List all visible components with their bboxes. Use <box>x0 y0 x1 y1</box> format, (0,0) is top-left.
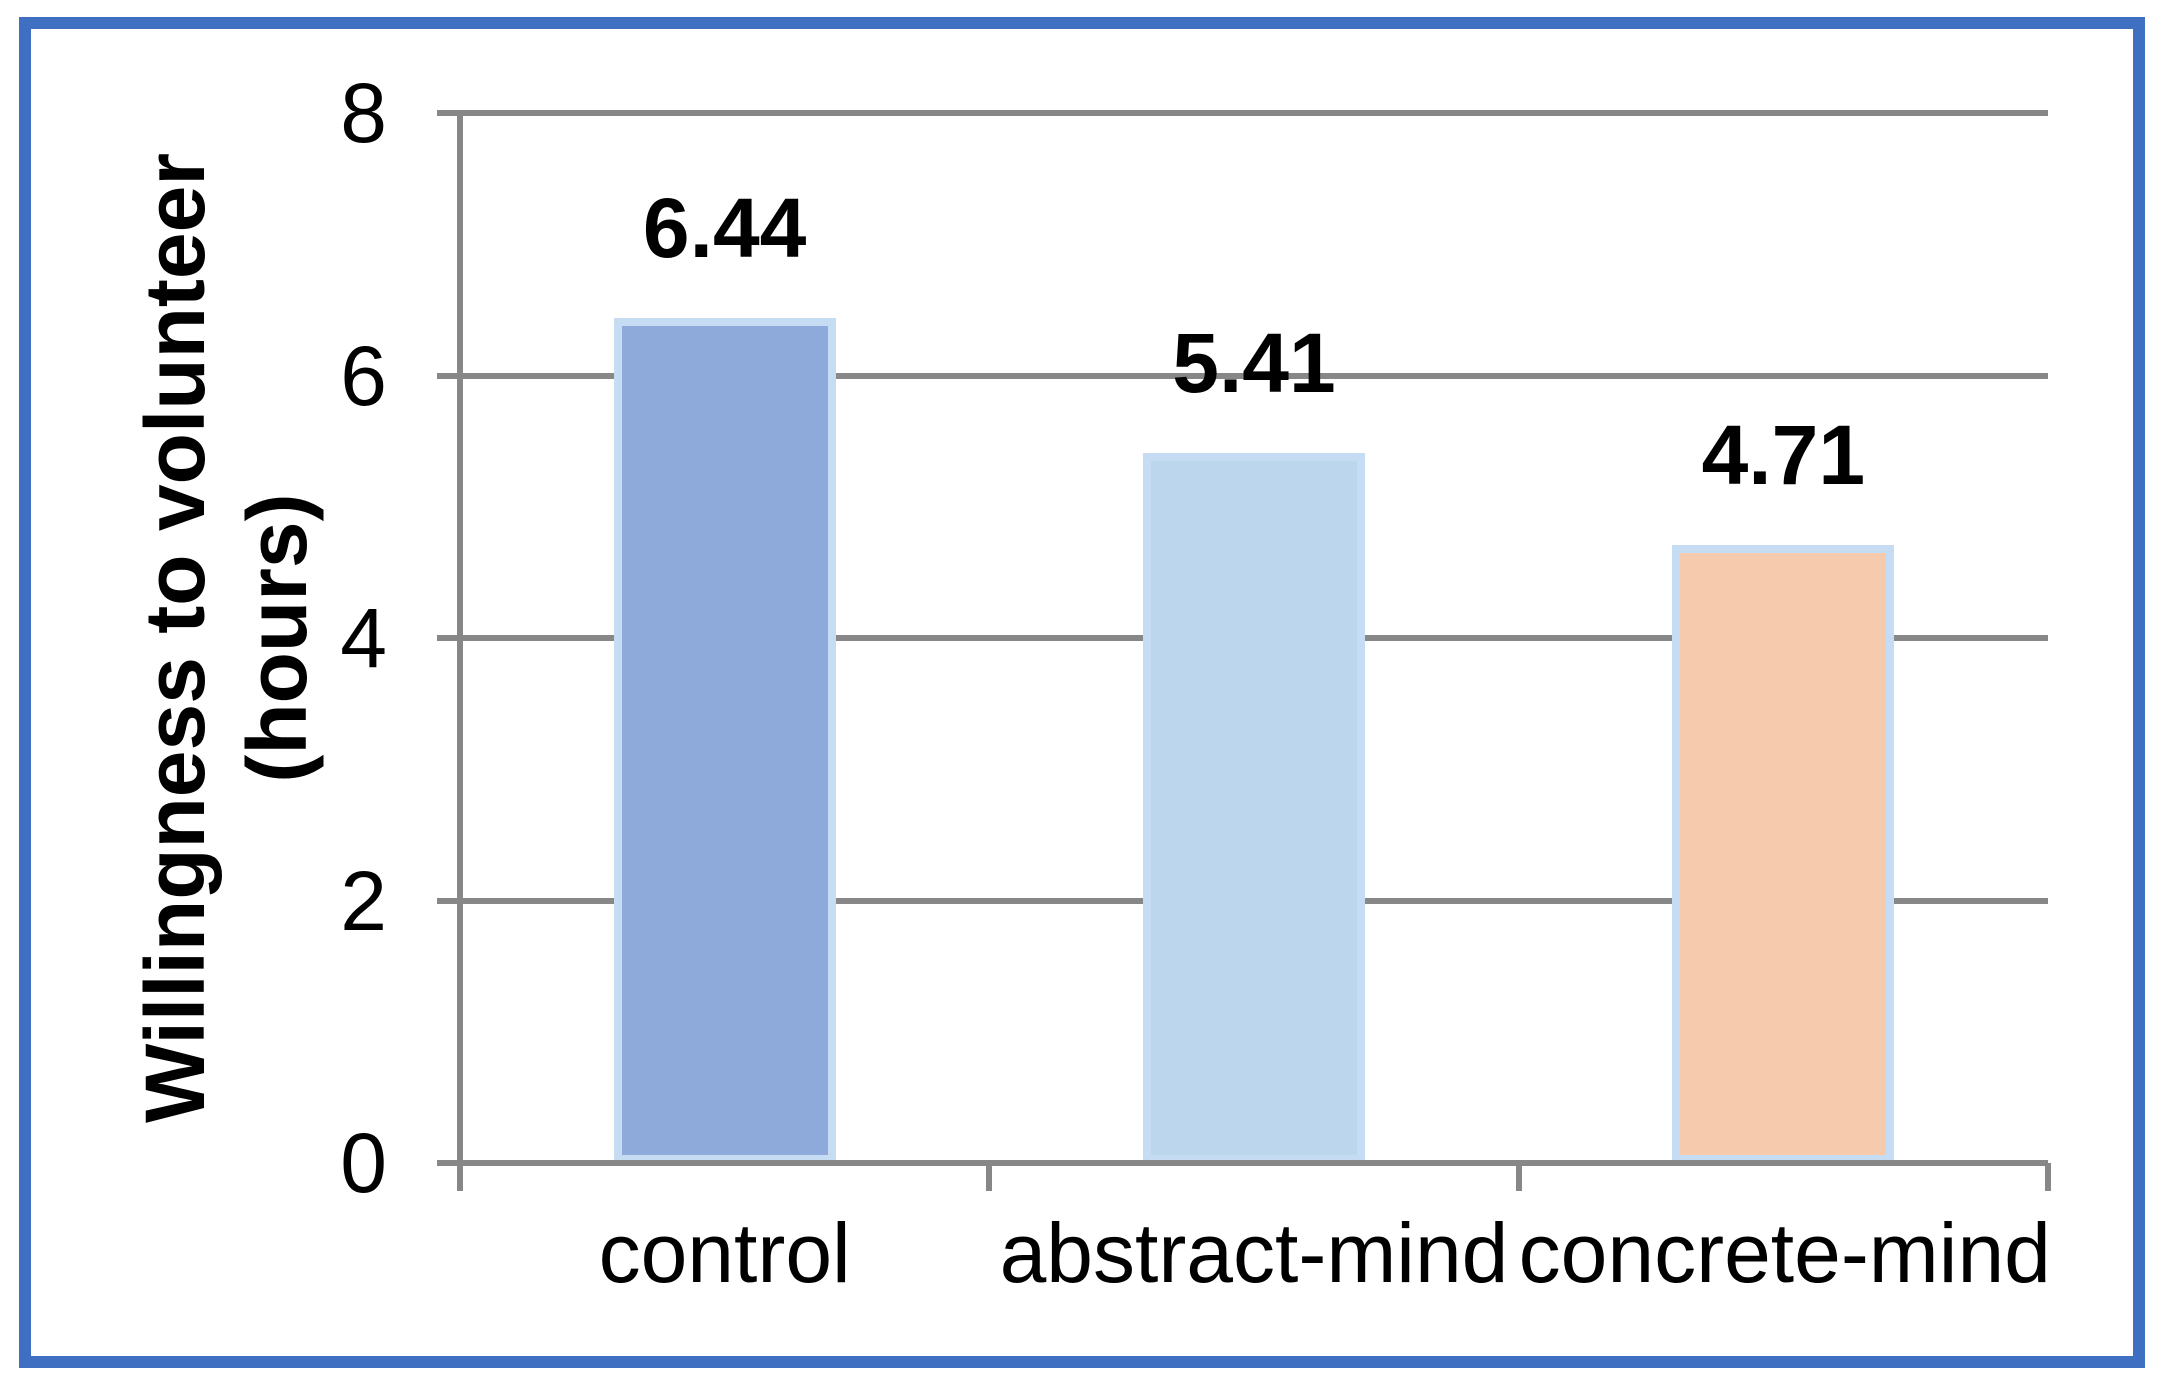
y-axis-tick-label: 6 <box>340 328 387 423</box>
bar-value-label: 5.41 <box>1172 315 1336 410</box>
y-axis-tick-label: 8 <box>340 66 387 160</box>
x-axis-category-label: abstract-mind <box>999 1206 1509 1300</box>
x-axis-category-label: control <box>598 1206 851 1300</box>
bar-control <box>613 317 836 1163</box>
x-axis-line <box>437 1160 2048 1166</box>
x-axis-category-label: concrete-mind <box>1518 1206 2051 1300</box>
x-axis-tick-0 <box>457 1163 463 1191</box>
bar-value-label: 4.71 <box>1701 407 1866 502</box>
gridline-y-8 <box>460 110 2048 116</box>
x-axis-tick-3 <box>2045 1163 2051 1191</box>
y-axis-tick-2 <box>437 897 484 904</box>
bar-concrete-mind <box>1672 544 1895 1163</box>
gridline-y-6 <box>460 372 2048 379</box>
y-axis-tick-label: 0 <box>340 1116 387 1210</box>
bar-value-label: 6.44 <box>642 180 807 275</box>
y-axis-tick-label: 2 <box>340 853 387 948</box>
y-axis-tick-4 <box>437 635 484 641</box>
y-axis-tick-8 <box>437 110 484 116</box>
x-axis-tick-2 <box>1515 1163 1522 1191</box>
y-axis-tick-6 <box>437 372 484 379</box>
bar-abstract-mind <box>1143 452 1365 1163</box>
plot-area: 6.44 5.41 4.71 <box>437 110 2051 1191</box>
y-axis-tick-label: 4 <box>340 591 387 685</box>
y-axis-tick-0 <box>437 1160 484 1166</box>
x-axis-tick-1 <box>986 1163 993 1191</box>
